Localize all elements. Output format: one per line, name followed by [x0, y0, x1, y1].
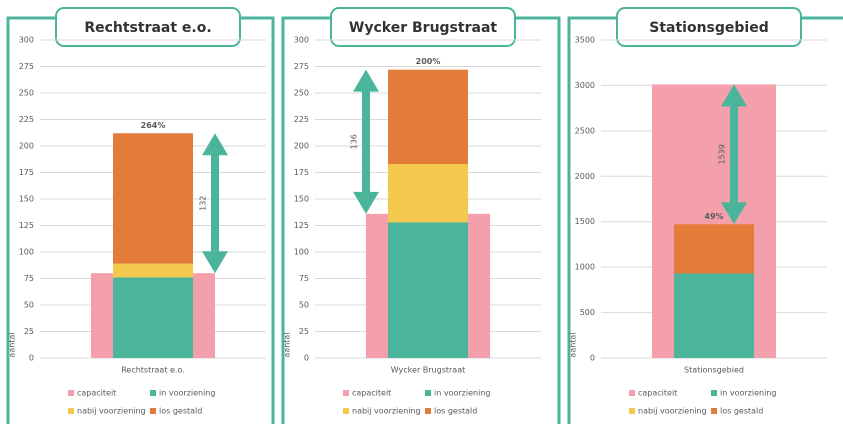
- y-tick-label: 125: [294, 221, 309, 230]
- y-tick-label: 250: [294, 89, 309, 98]
- difference-label: 132: [199, 196, 208, 211]
- legend-label: capaciteit: [352, 389, 391, 398]
- y-tick-label: 75: [299, 274, 309, 283]
- title-box: [616, 7, 802, 47]
- legend-label: nabij voorziening: [77, 407, 146, 416]
- y-tick-label: 200: [19, 142, 34, 151]
- stack-segment: [674, 273, 754, 358]
- total-label: 49%: [704, 212, 723, 221]
- legend-label: in voorziening: [434, 389, 490, 398]
- legend-label: los gestald: [159, 407, 202, 416]
- legend-label: nabij voorziening: [352, 407, 421, 416]
- y-tick-label: 225: [294, 115, 309, 124]
- legend-swatch: [711, 408, 717, 414]
- y-axis-label: aantal: [283, 332, 292, 357]
- y-tick-label: 300: [19, 36, 34, 45]
- legend-swatch: [68, 408, 74, 414]
- legend-swatch: [425, 408, 431, 414]
- stack-segment: [113, 133, 193, 264]
- difference-label: 1539: [718, 144, 727, 164]
- y-tick-label: 125: [19, 221, 34, 230]
- x-tick-label: Rechtstraat e.o.: [121, 366, 185, 375]
- x-tick-label: Stationsgebied: [684, 366, 744, 375]
- title-box: [55, 7, 241, 47]
- legend-label: in voorziening: [720, 389, 776, 398]
- y-tick-label: 150: [19, 195, 34, 204]
- y-tick-label: 1000: [575, 263, 595, 272]
- stack-segment: [388, 164, 468, 223]
- y-tick-label: 150: [294, 195, 309, 204]
- difference-arrow: [721, 84, 747, 225]
- y-tick-label: 2000: [575, 172, 595, 181]
- y-tick-label: 0: [590, 354, 595, 363]
- legend-label: los gestald: [720, 407, 763, 416]
- y-tick-label: 75: [24, 274, 34, 283]
- y-tick-label: 50: [24, 301, 34, 310]
- legend-label: los gestald: [434, 407, 477, 416]
- y-tick-label: 2500: [575, 126, 595, 135]
- stack-segment: [674, 224, 754, 274]
- legend-label: in voorziening: [159, 389, 215, 398]
- y-tick-label: 500: [580, 308, 595, 317]
- legend-label: capaciteit: [77, 389, 116, 398]
- y-tick-label: 250: [19, 89, 34, 98]
- y-tick-label: 100: [294, 248, 309, 257]
- legend-swatch: [711, 390, 717, 396]
- legend-label: nabij voorziening: [638, 407, 707, 416]
- chart-title: Stationsgebied: [649, 20, 769, 36]
- legend-swatch: [68, 390, 74, 396]
- chart-title: Rechtstraat e.o.: [84, 20, 211, 36]
- stack-segment: [388, 222, 468, 358]
- legend-swatch: [150, 408, 156, 414]
- y-tick-label: 50: [299, 301, 309, 310]
- legend-swatch: [629, 408, 635, 414]
- legend-swatch: [425, 390, 431, 396]
- y-tick-label: 3500: [575, 36, 595, 45]
- stack-segment: [113, 277, 193, 358]
- y-tick-label: 1500: [575, 217, 595, 226]
- legend-label: capaciteit: [638, 389, 677, 398]
- y-tick-label: 275: [294, 62, 309, 71]
- y-tick-label: 175: [19, 168, 34, 177]
- total-label: 264%: [141, 121, 166, 130]
- y-tick-label: 225: [19, 115, 34, 124]
- chart-title: Wycker Brugstraat: [349, 20, 497, 36]
- difference-arrow: [353, 69, 379, 214]
- y-tick-label: 0: [304, 354, 309, 363]
- stack-segment: [113, 263, 193, 278]
- y-tick-label: 175: [294, 168, 309, 177]
- legend-swatch: [150, 390, 156, 396]
- y-tick-label: 25: [299, 327, 309, 336]
- x-tick-label: Wycker Brugstraat: [391, 366, 465, 375]
- legend-swatch: [343, 390, 349, 396]
- y-axis-label: aantal: [8, 332, 17, 357]
- y-tick-label: 0: [29, 354, 34, 363]
- legend-swatch: [343, 408, 349, 414]
- difference-arrow: [202, 133, 228, 274]
- y-tick-label: 300: [294, 36, 309, 45]
- stack-segment: [388, 69, 468, 165]
- y-tick-label: 200: [294, 142, 309, 151]
- y-tick-label: 275: [19, 62, 34, 71]
- y-tick-label: 100: [19, 248, 34, 257]
- y-tick-label: 3000: [575, 81, 595, 90]
- total-label: 200%: [416, 57, 441, 66]
- difference-label: 136: [350, 134, 359, 149]
- y-axis-label: aantal: [569, 332, 578, 357]
- legend-swatch: [629, 390, 635, 396]
- title-box: [330, 7, 516, 47]
- y-tick-label: 25: [24, 327, 34, 336]
